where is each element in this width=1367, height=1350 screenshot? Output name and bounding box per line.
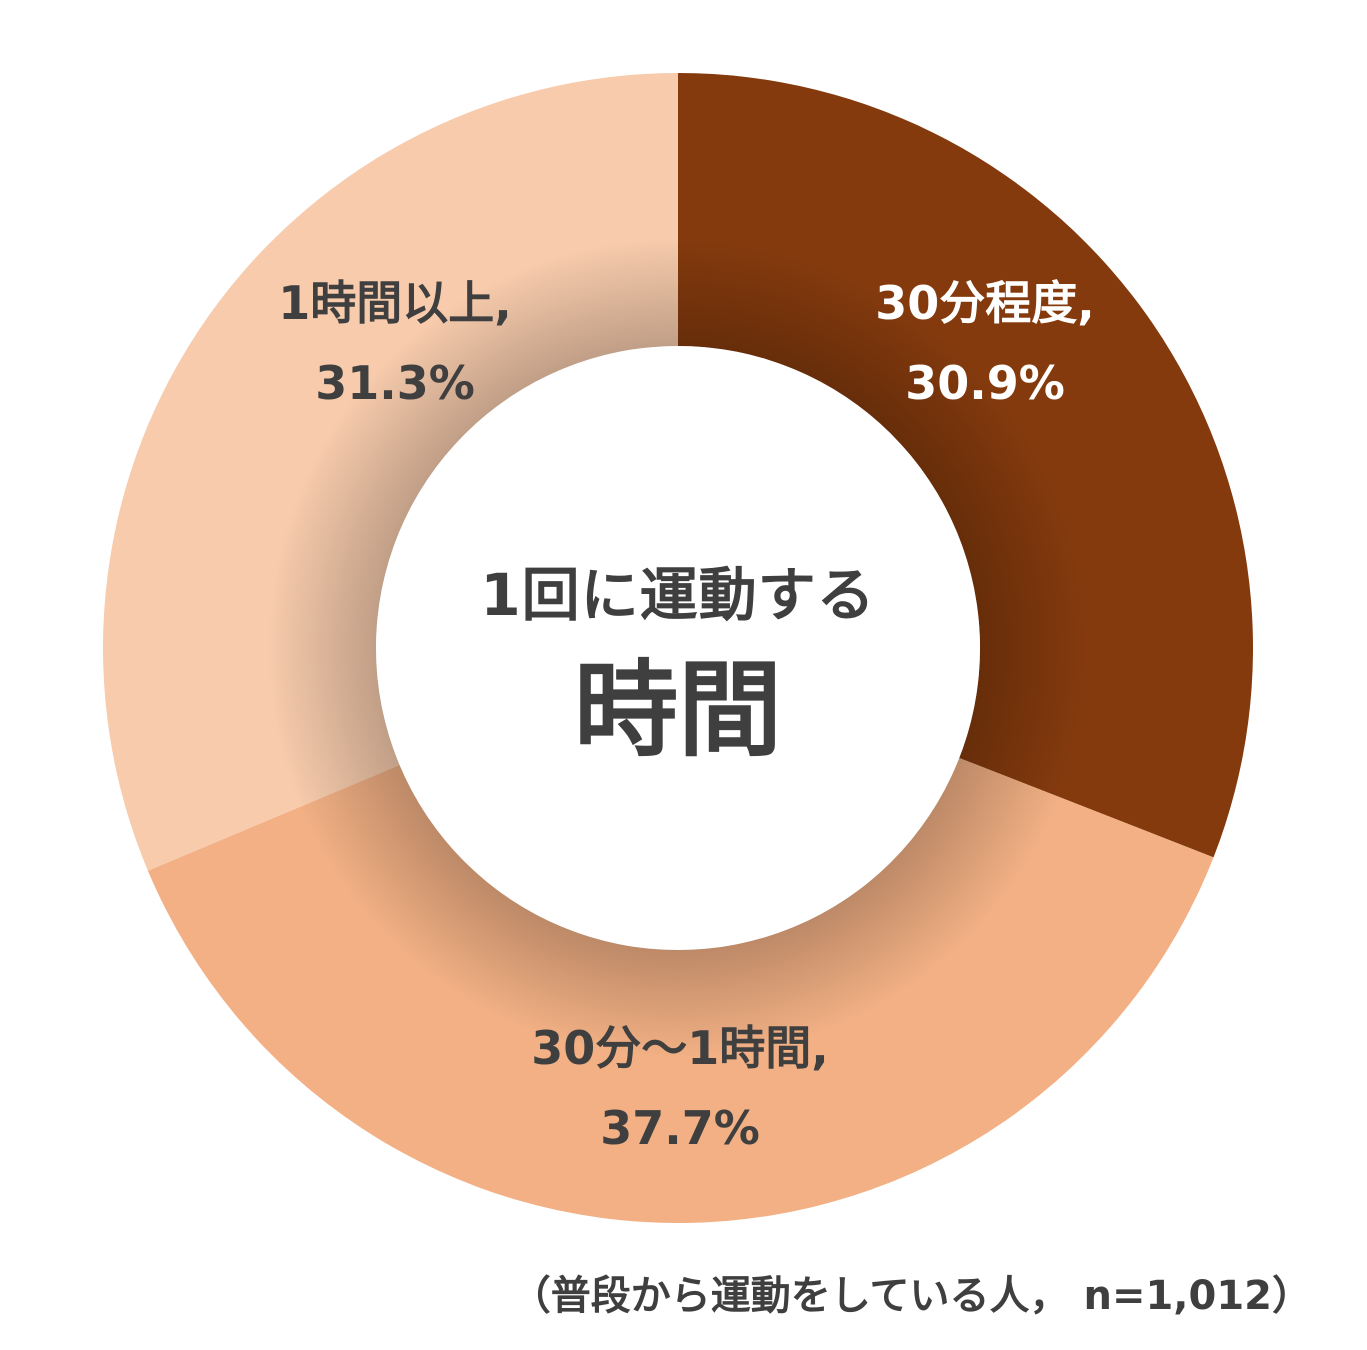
footnote: （普段から運動をしている人， n=1,012）: [510, 1273, 1312, 1319]
chart-title: 1回に運動する: [480, 561, 876, 629]
donut-hole: [376, 346, 980, 950]
slice-label-text: 30分～1時間,: [531, 1021, 829, 1075]
slice-label-over-1hour: 1時間以上, 31.3%: [225, 263, 565, 423]
slice-label-text: 1時間以上,: [278, 276, 512, 330]
slice-label-30min-1hour: 30分～1時間, 37.7%: [470, 1008, 890, 1168]
slice-value-text: 37.7%: [600, 1101, 760, 1155]
slice-label-30min: 30分程度, 30.9%: [820, 263, 1150, 423]
chart-title-emphasis: 時間: [573, 649, 782, 771]
slice-label-text: 30分程度,: [875, 276, 1095, 330]
slice-value-text: 31.3%: [315, 356, 475, 410]
slice-value-text: 30.9%: [905, 356, 1065, 410]
